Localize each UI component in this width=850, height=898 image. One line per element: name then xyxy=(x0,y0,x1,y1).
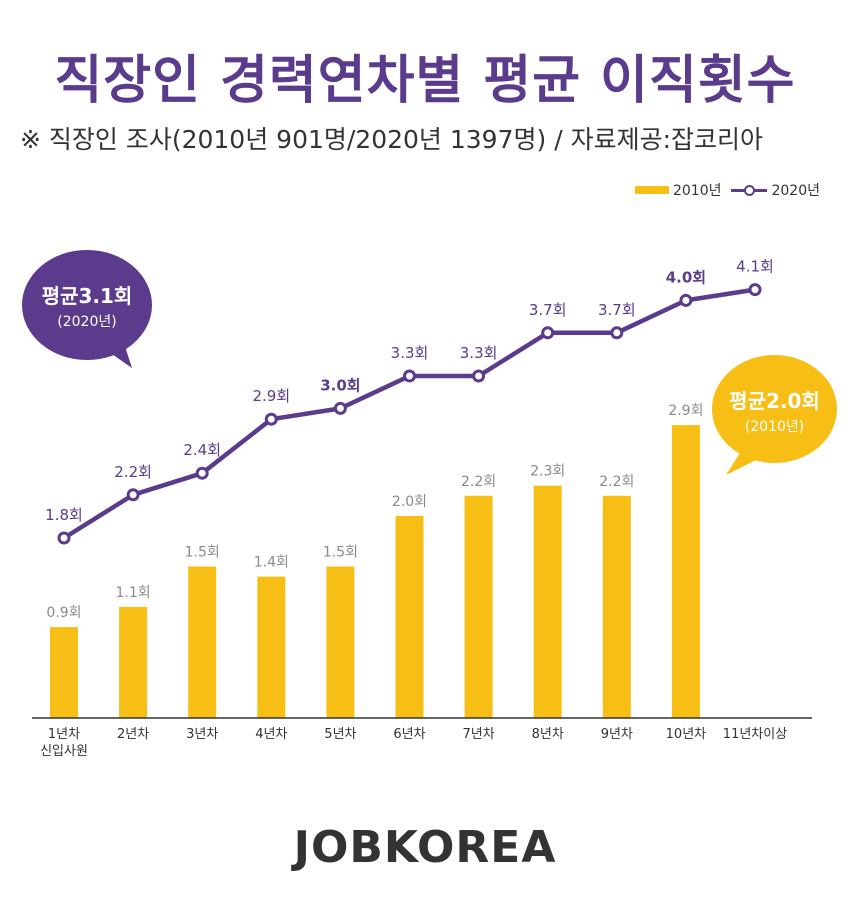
line-value-label: 3.7회 xyxy=(529,301,567,319)
average-2010-label: 평균2.0회 xyxy=(729,389,820,413)
x-tick-label: 1년차 신입사원 xyxy=(40,727,88,759)
x-tick-label: 10년차 xyxy=(666,727,707,742)
bar-2010 xyxy=(50,627,78,718)
line-value-label: 2.2회 xyxy=(114,463,152,481)
bar-value-label: 2.0회 xyxy=(392,494,427,510)
legend-label-2010: 2010년 xyxy=(672,183,722,199)
average-2020-sub: (2020년) xyxy=(57,314,117,330)
line-value-label: 3.0회 xyxy=(320,376,360,394)
average-2010-callout: 평균2.0회 (2010년) xyxy=(712,355,837,463)
x-tick-label: 6년차 xyxy=(393,727,425,742)
bar-2010 xyxy=(257,576,286,718)
chart-subtitle: ※ 직장인 조사(2010년 901명/2020년 1397명) / 자료제공:… xyxy=(20,125,763,154)
bar-value-label: 1.1회 xyxy=(116,585,151,601)
line-2020-point xyxy=(126,488,140,502)
line-value-label: 4.1회 xyxy=(736,258,774,276)
average-2020-callout: 평균3.1회 (2020년) xyxy=(22,250,152,360)
x-tick-label: 4년차 xyxy=(255,727,287,742)
line-2020-point xyxy=(57,531,71,545)
x-tick-label: 7년차 xyxy=(462,727,494,742)
bar-value-label: 1.4회 xyxy=(254,555,289,571)
line-value-label: 3.3회 xyxy=(460,344,498,362)
line-value-label: 3.7회 xyxy=(598,301,636,319)
line-2020-point xyxy=(472,369,486,383)
legend-item-2010: 2010년 xyxy=(634,180,722,200)
x-tick-label: 3년차 xyxy=(186,727,218,742)
x-tick-label: 11년차이상 xyxy=(723,727,787,742)
line-value-label: 2.9회 xyxy=(252,387,290,405)
line-2020-point xyxy=(679,293,693,307)
line-2020-point xyxy=(610,326,624,340)
legend-label-2020: 2020년 xyxy=(771,183,820,199)
line-2020-point xyxy=(195,466,209,480)
bar-2010 xyxy=(188,566,217,718)
bar-2010 xyxy=(326,566,355,718)
legend: 2010년 2020년 xyxy=(634,180,820,200)
line-2020-point xyxy=(403,369,416,383)
bar-value-label: 2.2회 xyxy=(599,474,634,490)
jobkorea-logo: JOBKOREA xyxy=(293,822,557,873)
bar-value-label: 1.5회 xyxy=(185,545,220,561)
line-2020-point xyxy=(541,326,555,340)
bar-2010 xyxy=(671,425,700,718)
bar-value-label: 1.5회 xyxy=(323,545,358,561)
line-2020-point xyxy=(264,412,278,426)
x-tick-label: 9년차 xyxy=(601,727,633,742)
chart-title: 직장인 경력연차별 평균 이직횟수 xyxy=(54,51,796,111)
line-value-label: 3.3회 xyxy=(391,344,429,362)
line-value-label: 4.0회 xyxy=(666,268,706,286)
line-2020-point xyxy=(333,401,347,415)
bar-2010 xyxy=(602,495,631,718)
average-2010-sub: (2010년) xyxy=(744,419,805,435)
line-value-label: 1.8회 xyxy=(45,506,83,524)
bar-value-label: 2.9회 xyxy=(668,403,703,419)
bar-2010 xyxy=(533,485,562,718)
x-tick-label: 5년차 xyxy=(324,727,356,742)
line-2020-point xyxy=(748,283,762,297)
x-tick-label: 8년차 xyxy=(532,727,564,742)
average-2020-label: 평균3.1회 xyxy=(41,284,133,308)
bar-value-label: 0.9회 xyxy=(46,605,81,621)
bar-2010 xyxy=(464,495,493,718)
bar-2010 xyxy=(119,606,148,718)
bar-2010 xyxy=(395,516,424,718)
bar-value-label: 2.3회 xyxy=(530,464,565,480)
bar-value-label: 2.2회 xyxy=(461,474,496,490)
legend-bar-swatch xyxy=(634,186,669,194)
line-value-label: 2.4회 xyxy=(183,441,221,459)
legend-line-swatch xyxy=(731,185,768,196)
x-tick-label: 2년차 xyxy=(117,727,149,742)
legend-item-2020: 2020년 xyxy=(731,180,820,200)
